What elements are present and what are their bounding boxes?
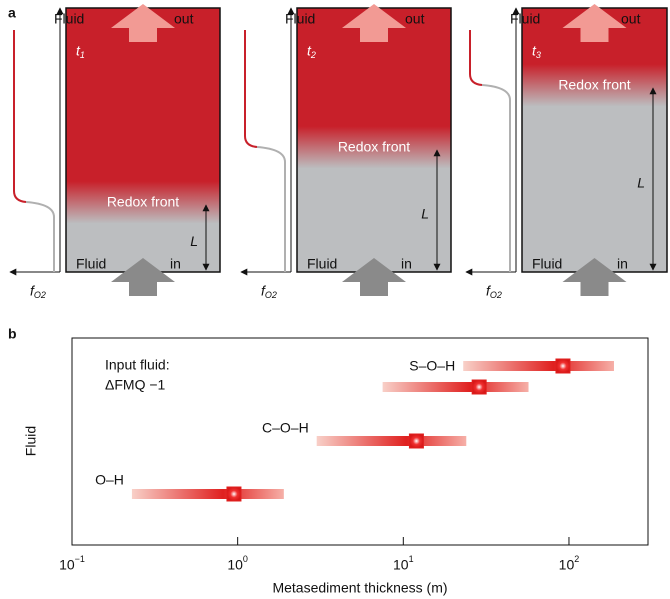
- group-label: S–O–H: [409, 358, 455, 374]
- label: out: [621, 11, 641, 27]
- label: in: [617, 256, 628, 272]
- center-point: [227, 487, 241, 501]
- axis-label: fO2: [261, 283, 277, 301]
- length-label: L: [637, 175, 645, 191]
- length-label: L: [421, 206, 429, 222]
- x-tick-label: 10−1: [59, 554, 85, 572]
- front-label: Redox front: [338, 139, 410, 155]
- subscript: O2: [265, 290, 277, 300]
- subscript: 1: [80, 50, 85, 60]
- range-bar: [317, 436, 467, 446]
- range-bar: [132, 489, 284, 499]
- label: Fluid: [510, 11, 540, 27]
- label: Fluid: [285, 11, 315, 27]
- subscript: 2: [310, 50, 316, 60]
- profile-grey: [26, 202, 54, 272]
- label: Fluid: [532, 256, 562, 272]
- subscript: 1: [409, 554, 414, 564]
- label: Fluid: [307, 256, 337, 272]
- x-tick-label: 102: [559, 554, 580, 572]
- axis-label: fO2: [30, 283, 46, 301]
- column: [522, 8, 667, 272]
- label: out: [174, 11, 194, 27]
- profile-red: [14, 30, 26, 202]
- label: in: [170, 256, 181, 272]
- profile-grey: [257, 147, 285, 272]
- annotation: ΔFMQ −1: [105, 377, 166, 393]
- profile-red: [245, 30, 257, 147]
- range-bar: [463, 361, 614, 371]
- y-axis-label: Fluid: [23, 426, 39, 456]
- label: in: [401, 256, 412, 272]
- x-tick-label: 100: [227, 554, 248, 572]
- subscript: 0: [243, 554, 248, 564]
- group-label: C–O–H: [262, 420, 309, 436]
- panel-label: b: [8, 326, 17, 342]
- label: Fluid: [76, 256, 106, 272]
- label: out: [405, 11, 425, 27]
- figure: a b Input fluid: ΔFMQ −1 Metasediment th…: [0, 0, 670, 599]
- center-point: [472, 380, 486, 394]
- x-tick-label: 101: [393, 554, 414, 572]
- subscript: −1: [75, 554, 85, 564]
- subscript: O2: [34, 290, 46, 300]
- front-label: Redox front: [558, 77, 630, 93]
- label: Fluid: [54, 11, 84, 27]
- range-bar: [383, 382, 529, 392]
- annotation: Input fluid:: [105, 357, 170, 373]
- panel-label: a: [8, 5, 16, 21]
- subscript: O2: [490, 290, 502, 300]
- group-label: O–H: [95, 472, 124, 488]
- center-point: [556, 359, 570, 373]
- profile-grey: [482, 85, 510, 272]
- length-label: L: [190, 233, 198, 249]
- center-point: [409, 434, 423, 448]
- profile-red: [470, 30, 482, 85]
- subscript: 3: [536, 50, 541, 60]
- axis-label: fO2: [486, 283, 502, 301]
- x-axis-label: Metasediment thickness (m): [272, 580, 447, 596]
- subscript: 2: [574, 554, 579, 564]
- front-label: Redox front: [107, 194, 179, 210]
